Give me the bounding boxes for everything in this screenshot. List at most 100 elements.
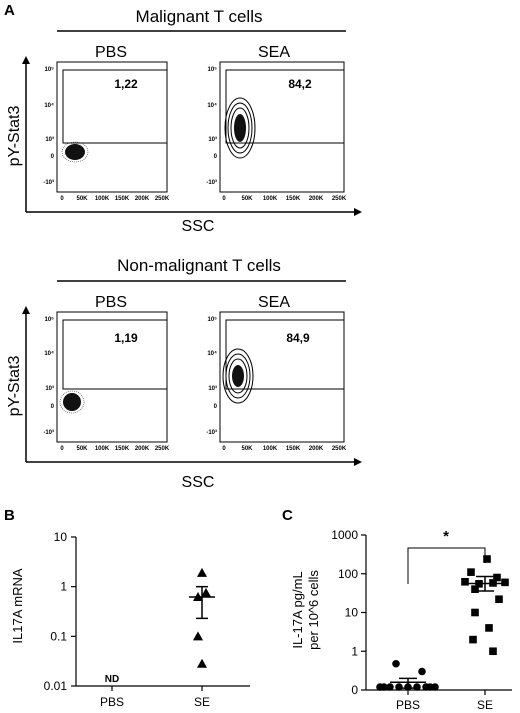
group2-cond1-label: PBS	[95, 294, 127, 311]
g2-pbs-ytick-5: -10³	[43, 429, 54, 436]
group1-title: Malignant T cells	[136, 7, 263, 26]
group1-cond2-label: SEA	[258, 44, 290, 61]
g2-sea-population	[222, 348, 254, 404]
panel-c-significance-bracket	[407, 547, 486, 584]
g1-pbs-gate-percent: 1,22	[114, 77, 138, 91]
panel-b-letter: B	[4, 507, 15, 524]
panel-c-point-se	[469, 635, 477, 644]
g1-pbs-ytick-2: 10⁴	[44, 103, 54, 109]
g2-pbs-ytick-3: 10³	[45, 385, 54, 392]
g1-sea-xtick-6: 250K	[332, 196, 347, 202]
panel-c-point-pbs	[395, 683, 403, 691]
g1-pbs-xtick-6: 250K	[155, 196, 170, 202]
panel-c-point-se	[501, 578, 509, 587]
g2-pbs-xtick-3: 100K	[95, 446, 110, 452]
g1-sea-ytick-3: 10³	[208, 136, 217, 143]
panel-b-x-labels: PBS SE	[100, 686, 210, 709]
g1-sea-ytick-5: -10³	[206, 179, 217, 186]
panel-c-ytick-label: 10	[345, 606, 359, 620]
panel-c-point-pbs	[392, 659, 400, 668]
g1-pbs-xtick-2: 50K	[76, 196, 88, 202]
panel-b-point	[197, 658, 207, 668]
panel-b-ytick-label: 10	[54, 530, 68, 544]
panel-b-xtick-label: SE	[194, 695, 210, 709]
g2-sea-xtick-5: 200K	[309, 446, 324, 452]
g2-pbs-xtick-1: 0	[60, 446, 64, 452]
g2-sea-xtick-4: 150K	[286, 446, 301, 452]
g1-sea-gate-percent: 84,2	[288, 77, 312, 91]
panel-b-point	[197, 567, 207, 577]
panel-c-significance-star: *	[443, 528, 449, 545]
g1-sea-ytick-1: 10⁵	[208, 67, 218, 73]
group1-y-axis-title: pY-Stat3	[6, 106, 23, 167]
g2-sea-ytick-4: 0	[214, 404, 218, 410]
panel-b-y-ticks: 10 1 0.1 0.01	[44, 530, 76, 693]
g1-sea-population	[224, 97, 256, 159]
group2-x-axis-title: SSC	[182, 474, 215, 491]
g1-sea-ytick-2: 10⁴	[207, 103, 217, 109]
g1-pbs-xtick-1: 0	[60, 196, 64, 202]
g1-sea-xtick-3: 100K	[263, 196, 278, 202]
panel-c-x-labels: PBS SE	[396, 690, 493, 712]
panel-c-point-pbs	[386, 683, 394, 691]
g1-pbs-ytick-5: -10³	[43, 179, 54, 186]
panel-c-point-se	[489, 647, 497, 656]
panel-c-point-se	[483, 555, 491, 563]
g2-pbs-plot-frame	[56, 311, 168, 443]
g2-pbs-xtick-4: 150K	[115, 446, 130, 452]
panel-c-ytick-label: 1	[351, 644, 358, 658]
g2-pbs-ytick-2: 10⁴	[44, 351, 54, 357]
panel-c-xtick-label: SE	[477, 698, 493, 712]
panel-b-ytick-label: 0.1	[50, 629, 67, 643]
panel-b-y-axis-title: IL17A mRNA	[10, 568, 25, 643]
g2-sea-y-ticks: 10⁵ 10⁴ 10³ 0 -10³	[206, 317, 217, 436]
g1-pbs-xtick-4: 150K	[115, 196, 130, 202]
group2-cond2-label: SEA	[258, 294, 290, 311]
group1-x-axis-title: SSC	[182, 218, 215, 235]
g2-sea-ytick-3: 10³	[208, 385, 217, 392]
panel-c-ytick-label: 100	[338, 567, 358, 581]
panel-b-ytick-label: 0.01	[44, 679, 68, 693]
g1-pbs-ytick-4: 0	[51, 154, 55, 160]
g1-pbs-population	[61, 141, 89, 163]
g2-sea-xtick-3: 100K	[263, 446, 278, 452]
g2-pbs-xtick-2: 50K	[76, 446, 88, 452]
g2-pbs-ytick-1: 10⁵	[45, 317, 55, 323]
panel-b-marks	[189, 567, 215, 668]
g2-pbs-x-ticks: 0 50K 100K 150K 200K 250K	[60, 446, 170, 452]
g1-sea-y-ticks: 10⁵ 10⁴ 10³ 0 -10³	[206, 67, 217, 186]
g2-pbs-xtick-6: 250K	[155, 446, 170, 452]
panel-c-marks	[376, 555, 509, 691]
panel-c-point-se	[461, 577, 469, 586]
g2-sea-gate	[225, 319, 345, 390]
g2-pbs-y-ticks: 10⁵ 10⁴ 10³ 0 -10³	[43, 317, 54, 436]
g2-sea-ytick-5: -10³	[206, 429, 217, 436]
panel-b-xtick-label: PBS	[100, 695, 124, 709]
panel-c-letter: C	[282, 507, 293, 524]
panel-c-point-se	[493, 573, 501, 582]
g1-sea-gate	[225, 69, 345, 144]
panel-c-point-se	[485, 624, 493, 632]
panel-c-y-axis-title-line2: per 10^6 cells	[306, 570, 321, 650]
g1-pbs-ytick-1: 10⁵	[45, 67, 55, 73]
g1-sea-ytick-4: 0	[214, 154, 218, 160]
g2-sea-gate-percent: 84,9	[286, 331, 310, 345]
g1-pbs-x-ticks: 0 50K 100K 150K 200K 250K	[60, 196, 170, 202]
g2-sea-xtick-1: 0	[222, 446, 226, 452]
panel-a-letter: A	[4, 2, 15, 19]
panel-c-point-pbs	[380, 683, 388, 691]
panel-c-point-pbs	[426, 683, 434, 691]
g2-sea-xtick-2: 50K	[241, 446, 253, 452]
g2-pbs-gate-percent: 1,19	[114, 331, 138, 345]
g1-pbs-xtick-5: 200K	[135, 196, 150, 202]
g2-sea-ytick-1: 10⁵	[208, 317, 218, 323]
panel-b-point	[201, 587, 211, 597]
panel-c-point-se	[471, 608, 479, 617]
panel-c-y-axis-title-line1: IL-17A pg/mL	[290, 571, 305, 648]
panel-c-point-se	[467, 568, 475, 576]
g2-sea-xtick-6: 250K	[332, 446, 347, 452]
panel-c-ytick-label: 0	[351, 683, 358, 697]
panel-b-point	[193, 631, 203, 641]
panel-c-point-pbs	[418, 667, 426, 676]
